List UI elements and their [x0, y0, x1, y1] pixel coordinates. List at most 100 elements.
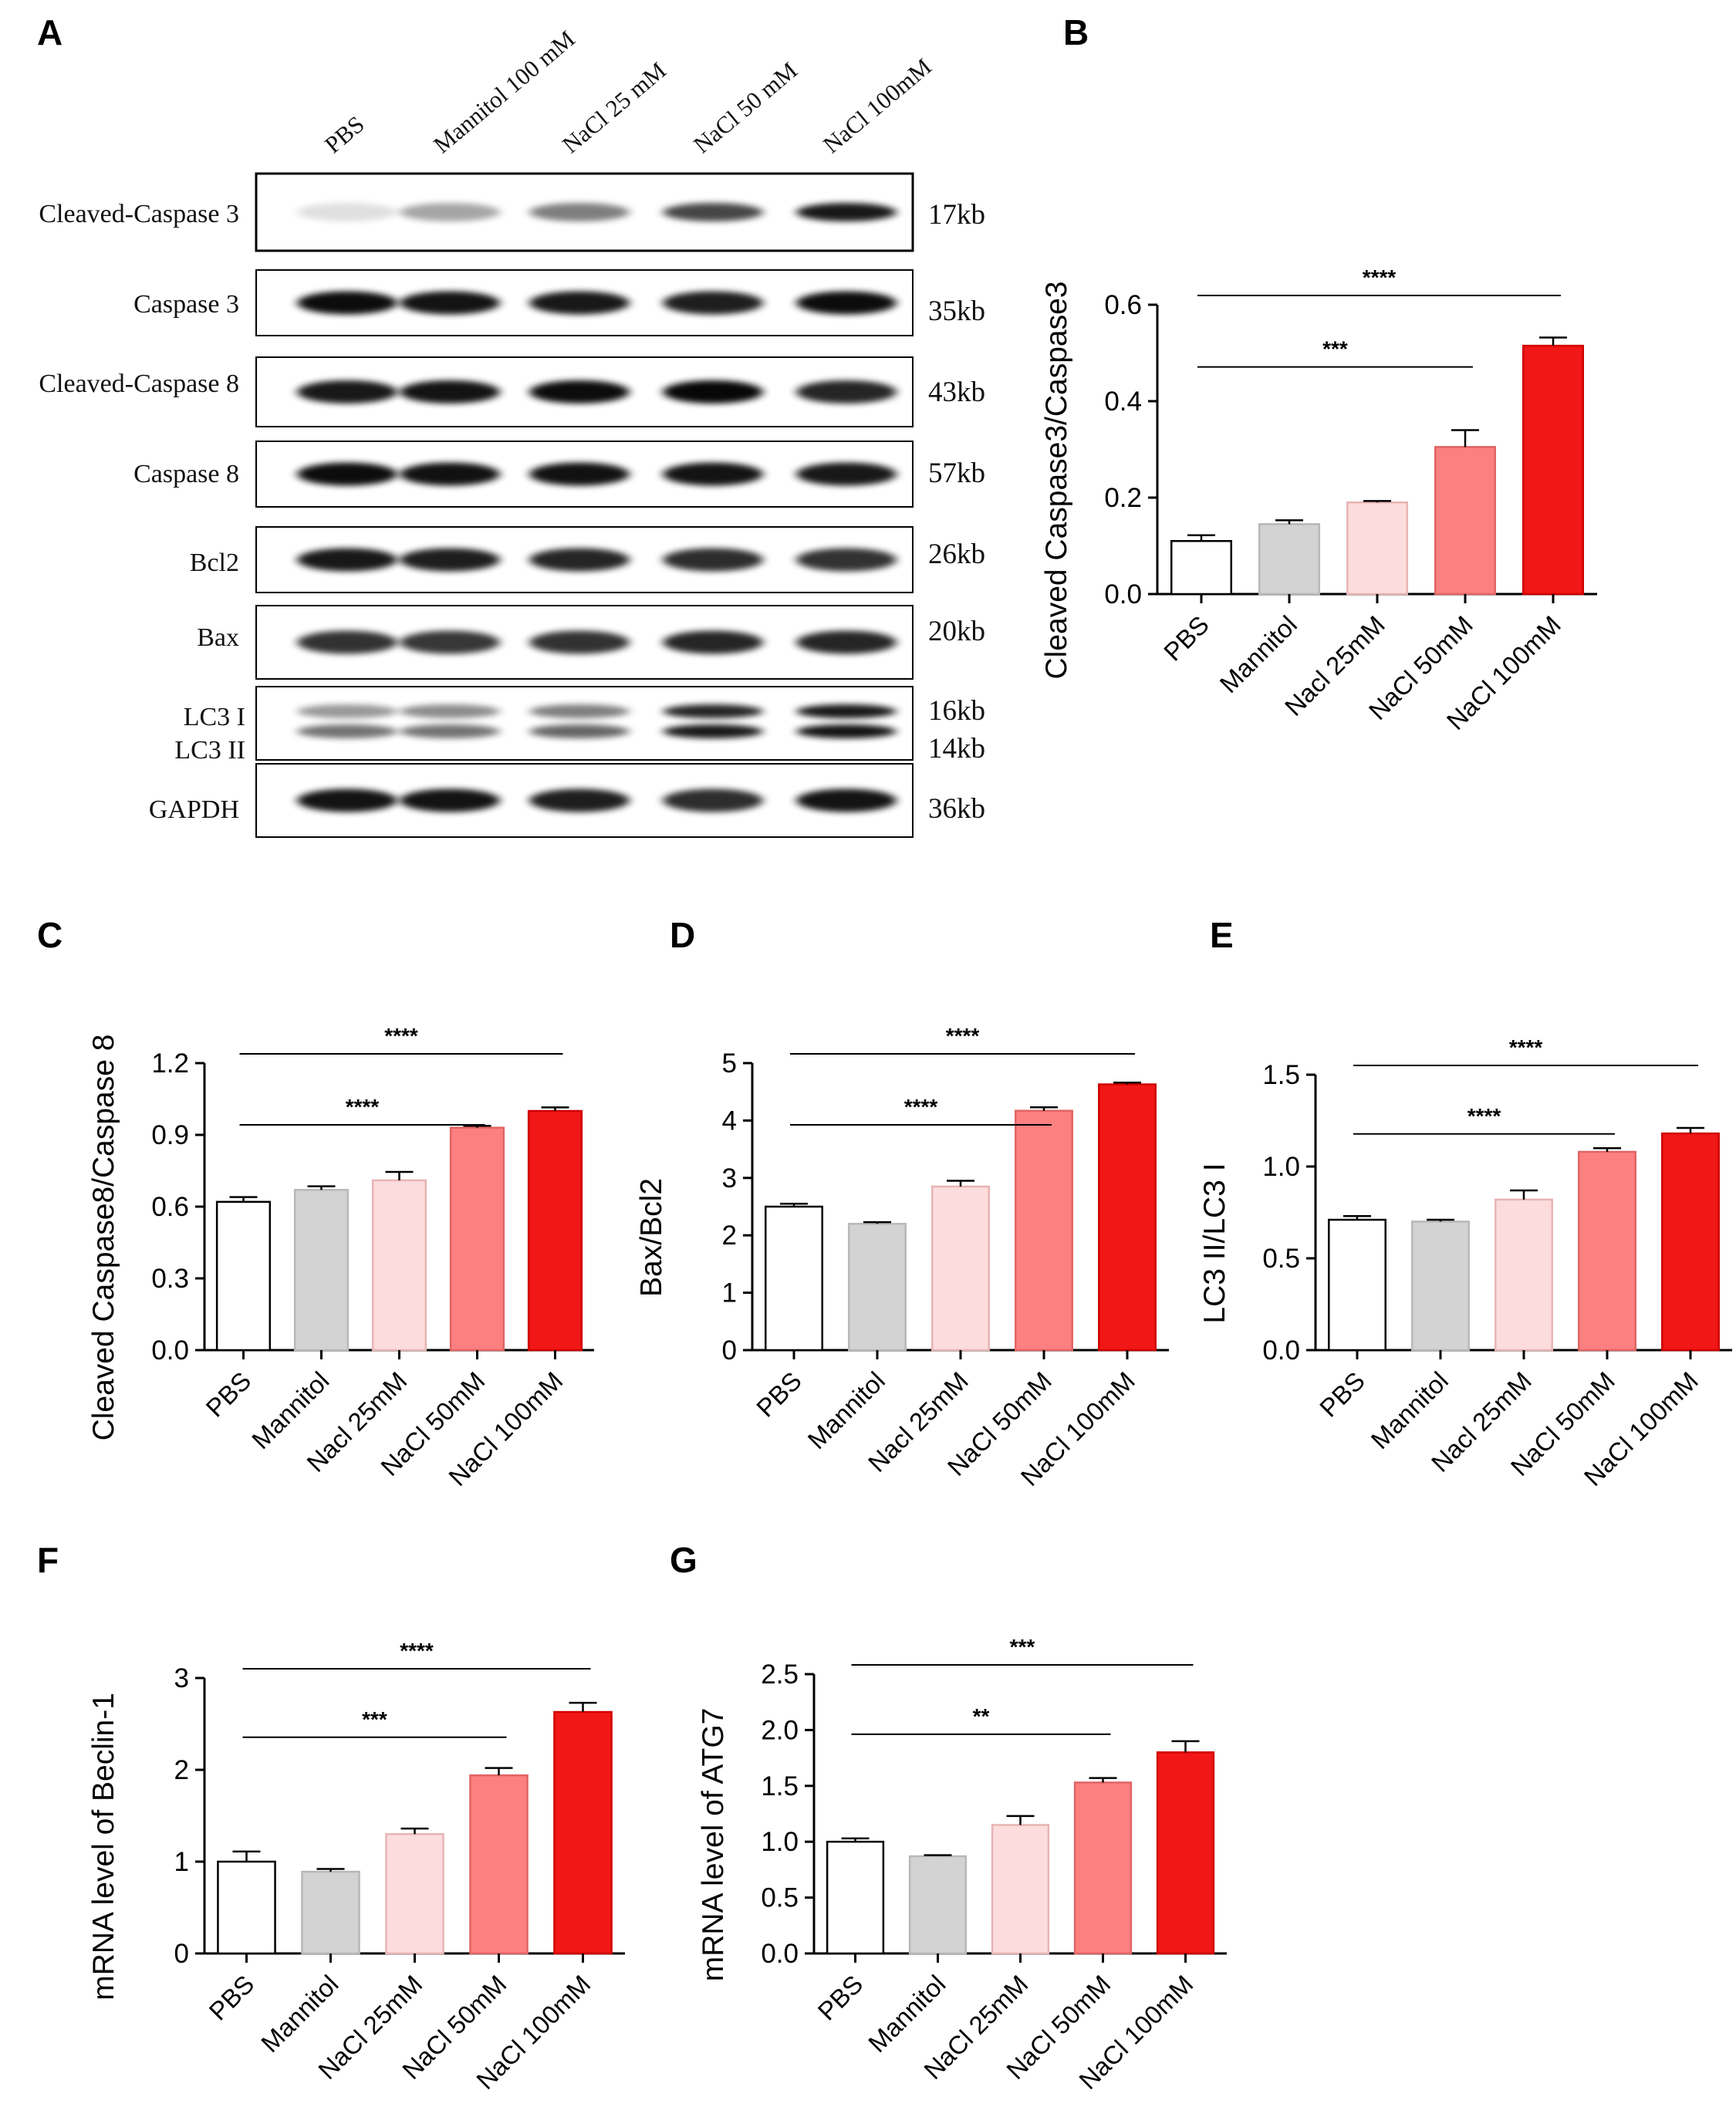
band [529, 630, 630, 654]
y-axis-title: Cleaved Caspase3/Caspase3 [1040, 282, 1073, 680]
y-tick-label: 0.6 [151, 1192, 189, 1222]
y-tick-label: 1.0 [1262, 1152, 1300, 1182]
band [400, 203, 500, 221]
y-tick-label: 3 [722, 1163, 737, 1194]
panel-letter-a: A [37, 12, 62, 52]
panel-letter-c: C [37, 915, 62, 955]
lane-label: PBS [319, 110, 370, 158]
protein-label: Bcl2 [190, 549, 239, 577]
band [663, 380, 763, 403]
bar [371, 1179, 427, 1352]
panel-letter-e: E [1210, 915, 1234, 955]
protein-label: LC3 II [174, 736, 245, 765]
chart-c: 0.0 0.3 0.6 0.9 1.2 Cleaved Caspase8/Caspase … [87, 1024, 594, 1491]
bar [1328, 1218, 1386, 1352]
lane-label: NaCl 50 mM [688, 56, 802, 158]
y-tick-label: 2.5 [761, 1659, 799, 1690]
y-tick-label: 0.2 [1104, 483, 1142, 513]
panel-letter-g: G [670, 1540, 697, 1580]
bar [1411, 1221, 1470, 1352]
y-tick-label: 1 [722, 1278, 737, 1308]
x-category-label: PBS [1314, 1366, 1370, 1423]
bar [1495, 1198, 1553, 1352]
y-tick-label: 4 [722, 1106, 737, 1136]
band [529, 203, 630, 221]
band [297, 380, 397, 403]
significance-label: *** [362, 1707, 387, 1731]
band [297, 724, 397, 738]
band [796, 788, 897, 812]
band [663, 462, 763, 486]
bar [848, 1223, 907, 1352]
band [529, 380, 630, 403]
y-tick-label: 0.4 [1104, 387, 1142, 417]
y-tick-label: 0.6 [1104, 290, 1142, 320]
protein-label: Cleaved-Caspase 8 [39, 370, 239, 398]
protein-label: LC3 I [184, 703, 245, 731]
significance-label: **** [1363, 265, 1397, 289]
band [796, 380, 897, 403]
band [796, 291, 897, 315]
y-tick-label: 5 [722, 1048, 737, 1079]
kb-label: 35kb [928, 295, 985, 327]
y-tick-label: 2.0 [761, 1715, 799, 1745]
kb-label: 36kb [928, 793, 985, 825]
kb-label: 17kb [928, 199, 985, 231]
bar [908, 1855, 968, 1955]
bar [765, 1205, 823, 1352]
y-tick-label: 2 [722, 1221, 737, 1251]
band [400, 291, 500, 315]
x-category-label: PBS [201, 1366, 257, 1423]
band [663, 548, 763, 572]
y-tick-label: 0.0 [761, 1939, 799, 1969]
chart-b: 0.0 0.2 0.4 0.6 Cleaved Caspase3/Caspase3 PBS… [1040, 265, 1597, 735]
x-category-label: PBS [204, 1970, 260, 2026]
band [297, 704, 397, 718]
kb-label: 20kb [928, 616, 985, 647]
y-axis-title: mRNA level of ATG7 [697, 1708, 730, 1982]
significance-label: **** [384, 1024, 418, 1048]
band [529, 788, 630, 812]
bar [217, 1860, 276, 1955]
band [529, 704, 630, 718]
band [796, 704, 897, 718]
significance-label: **** [1509, 1035, 1543, 1059]
bar [469, 1774, 529, 1955]
significance-label: **** [1467, 1104, 1501, 1128]
panel-letter-b: B [1063, 12, 1089, 52]
protein-label: Bax [197, 623, 239, 652]
y-tick-label: 0.0 [151, 1335, 189, 1366]
y-tick-label: 0.0 [1104, 579, 1142, 609]
bar [301, 1870, 360, 1955]
band [529, 724, 630, 738]
y-tick-label: 0 [174, 1939, 189, 1969]
significance-label: **** [400, 1639, 434, 1663]
y-tick-label: 0.0 [1262, 1335, 1300, 1366]
bar [1170, 540, 1233, 596]
y-axis-title: Cleaved Caspase8/Caspase 8 [87, 1035, 120, 1441]
bar [1661, 1132, 1720, 1352]
x-category-label: PBS [751, 1366, 807, 1423]
bar [449, 1126, 505, 1352]
bar [527, 1109, 583, 1352]
band [400, 462, 500, 486]
bar [1578, 1150, 1636, 1352]
y-tick-label: 1 [174, 1847, 189, 1877]
band [529, 291, 630, 315]
band [297, 548, 397, 572]
kb-label: 43kb [928, 376, 985, 408]
band [400, 788, 500, 812]
significance-label: ** [973, 1704, 990, 1728]
y-tick-label: 0.5 [761, 1883, 799, 1913]
band [400, 724, 500, 738]
bar [1098, 1083, 1157, 1352]
y-axis-title: LC3 II/LC3 I [1198, 1163, 1231, 1323]
significance-label: **** [904, 1095, 938, 1119]
y-tick-label: 0 [722, 1335, 737, 1366]
bar [1156, 1751, 1215, 1955]
y-tick-label: 1.2 [151, 1048, 189, 1079]
